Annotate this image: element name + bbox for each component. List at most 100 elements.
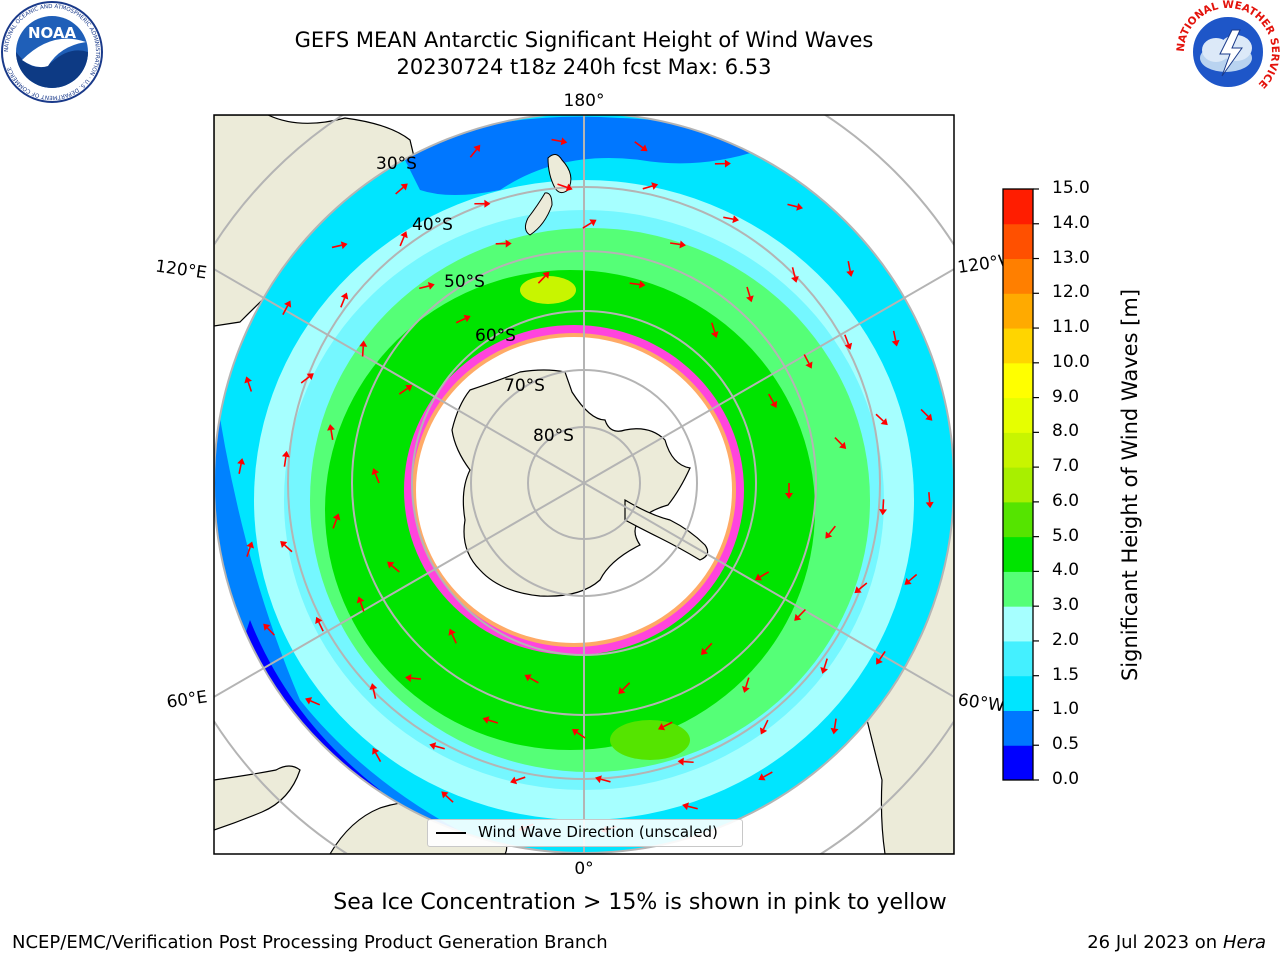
wave-direction-arrow [266,627,275,636]
wave-direction-arrowhead [448,628,456,636]
wave-direction-arrow [629,282,640,286]
colorbar-tick-label: 9.0 [1052,386,1080,407]
nws-logo: NATIONAL WEATHER SERVICE [1176,0,1280,102]
wave-direction-arrowhead [794,613,802,621]
colorbar-tick-label: 2.0 [1052,629,1080,650]
wave-direction-arrowhead [482,716,490,724]
wave-direction-arrow [488,719,499,724]
wave-direction-arrow [332,518,338,529]
wave-direction-arrow [551,138,562,143]
wave-direction-arrow [529,677,539,684]
wave-direction-arrow [928,492,931,503]
wave-direction-arrowhead [571,729,580,736]
colorbar-segment [1003,675,1033,711]
wave-direction-arrowhead [618,687,626,695]
footer-credit: NCEP/EMC/Verification Post Processing Pr… [12,932,608,953]
wave-direction-arrow [372,688,377,699]
wave-direction-arrow [828,525,836,535]
madagascar-land [214,765,301,831]
wave-direction-arrowhead [724,159,731,168]
wave-direction-arrow [398,387,408,395]
wave-direction-arrowhead [854,586,862,594]
wave-direction-arrow [670,242,681,246]
wave-direction-arrow [723,216,734,220]
wave-direction-arrowhead [732,215,739,224]
wave-direction-arrowhead [371,468,380,476]
wave-direction-arrowhead [805,361,813,369]
wave-direction-arrow [745,677,750,688]
lat-label-80s: 80°S [533,426,574,446]
wave-direction-arrow [768,393,775,404]
colorbar-tick-label: 12.0 [1052,282,1090,303]
legend-label: Wind Wave Direction (unscaled) [478,823,718,841]
chart-subtitle: 20230724 t18z 240h fcst Max: 6.53 [396,55,772,79]
wave-direction-arrowhead [284,300,292,308]
wave-direction-arrow [746,286,751,297]
wave-direction-arrowhead [770,400,778,408]
wave-peak-south [610,720,690,760]
wave-direction-arrowhead [565,183,573,192]
new-zealand-south-land [524,192,553,236]
wave-direction-arrow [759,571,770,578]
wave-direction-arrowhead [510,776,518,785]
wave-direction-arrow [600,778,611,783]
wave-direction-arrowhead [710,331,719,339]
wave-direction-arrowhead [595,775,602,784]
wave-direction-arrowhead [306,373,314,381]
wave-direction-arrow [834,437,843,446]
colorbar-tick-label: 4.0 [1052,560,1080,581]
wave-direction-arrow [455,317,466,324]
wave-direction-arrowhead [904,577,912,585]
wave-direction-arrow [434,745,445,750]
noaa-logo: NOAA NATIONAL OCEANIC AND ATMOSPHERIC AD… [1,1,103,103]
wave-direction-arrowhead [340,241,348,250]
wave-direction-arrowhead [876,657,883,665]
wave-direction-arrowhead [405,384,413,392]
colorbar-segment [1003,745,1033,781]
wave-direction-arrowhead [332,513,341,521]
wave-direction-arrow [823,658,828,669]
wave-direction-arrowhead [759,727,768,735]
colorbar-segment [1003,432,1033,468]
wave-direction-arrow [844,334,850,345]
wave-direction-arrow [537,275,546,284]
wave-direction-arrowhead [791,276,799,283]
wave-direction-arrowhead [387,561,395,569]
lat-label-60s: 60°S [475,326,516,346]
wave-direction-arrowhead [746,295,754,303]
wave-direction-arrowhead [473,144,481,152]
wave-direction-arrowhead [327,424,335,431]
wave-direction-arrow [662,721,673,728]
wave-direction-arrowhead [429,742,437,750]
colorbar-tick-label: 3.0 [1052,595,1080,616]
noaa-logo-text: NOAA [28,24,77,42]
wave-direction-arrowhead [405,674,412,683]
wave-direction-arrowhead [315,616,323,624]
graticule [214,115,954,854]
wave-direction-arrow [469,148,478,158]
wave-direction-arrow [621,682,631,691]
wave-direction-arrowhead [441,791,449,799]
colorbar-segment [1003,362,1033,399]
colorbar-segment [1003,606,1033,642]
wave-direction-arrowhead [246,541,254,549]
lat-label-40s: 40°S [412,215,453,235]
wave-direction-arrow [582,222,592,229]
colorbar-tick-label: 5.0 [1052,525,1080,546]
wave-direction-arrowhead [677,757,684,766]
colorbar-segment [1003,258,1033,294]
wind-wave-arrows [237,137,934,834]
wave-direction-arrow [399,236,405,247]
wave-direction-arrowhead [263,623,271,631]
wave-direction-arrow [374,752,382,762]
colorbar-tick-label: 0.5 [1052,734,1080,755]
wave-direction-arrowhead [742,685,750,693]
wave-direction-arrowhead [280,540,288,548]
wave-direction-arrowhead [427,282,435,290]
wave-direction-arrow [642,185,653,190]
wave-direction-arrow [330,429,334,440]
wave-direction-arrow [374,473,380,484]
wave-direction-arrowhead [700,647,708,656]
wave-direction-arrowhead [463,314,471,323]
wave-direction-arrowhead [640,144,648,152]
